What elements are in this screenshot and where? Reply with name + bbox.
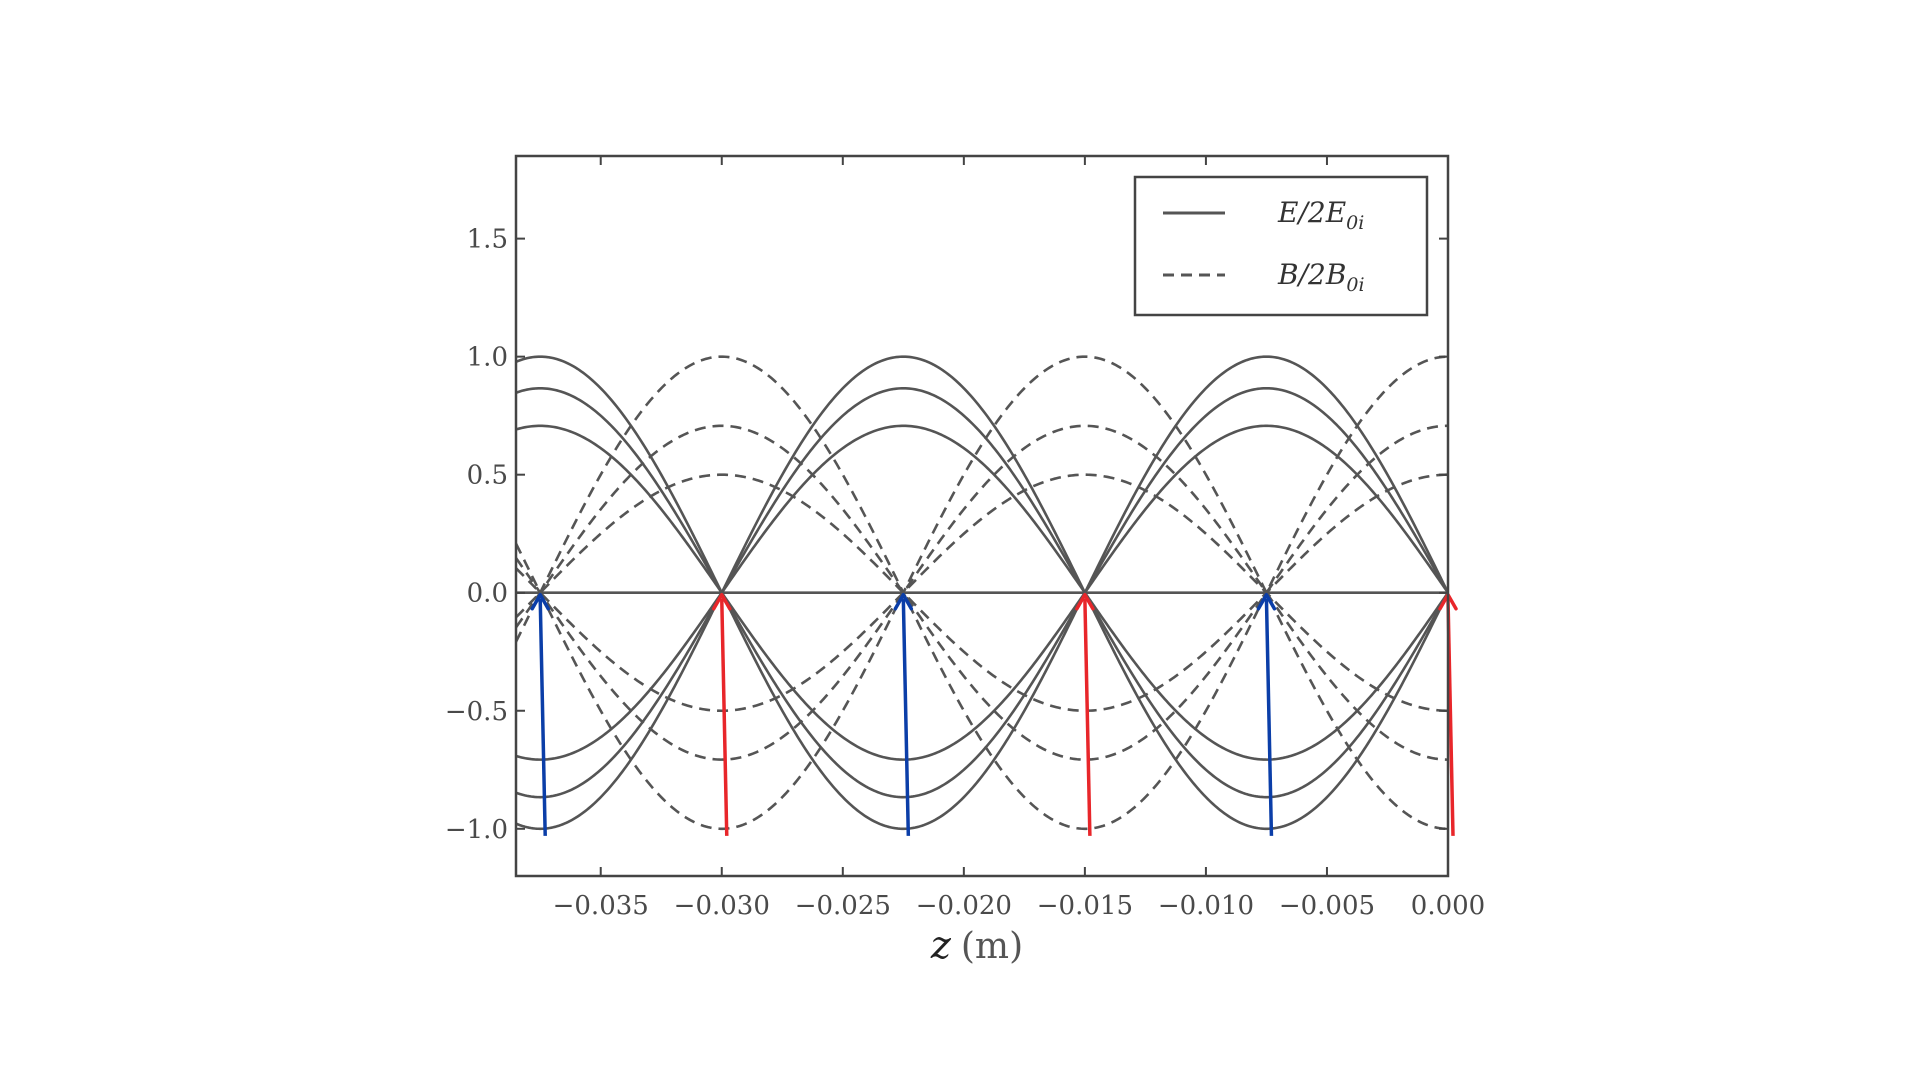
marker-arrow-1	[712, 592, 732, 836]
marker-arrow-4	[1256, 592, 1277, 836]
marker-arrow-head	[530, 592, 550, 611]
x-tick-label: −0.020	[916, 891, 1012, 921]
e-field-curve-1	[516, 386, 1448, 799]
x-tick-label: −0.025	[795, 891, 891, 921]
y-tick-label: −1.0	[445, 815, 508, 845]
y-tick-label: 1.5	[467, 225, 508, 255]
e-field-curve-2	[516, 424, 1448, 761]
marker-arrow-shaft	[720, 598, 729, 836]
marker-arrow-head	[1075, 592, 1095, 611]
curve-group	[516, 355, 1448, 831]
x-tick-label: −0.005	[1279, 891, 1375, 921]
legend-entry-e: E/2E0i	[1277, 196, 1364, 234]
e-field-curve-4	[516, 424, 1448, 761]
e-field-curve-5	[516, 386, 1448, 799]
e-field-curve-6	[516, 355, 1448, 831]
y-tick-label: −0.5	[445, 697, 508, 727]
b-field-curve-5	[516, 355, 1448, 831]
b-field-curve-1	[516, 424, 1448, 761]
tick-group: −0.035 −0.030 −0.025 −0.020 −0.015 −0.010 −0.0…	[445, 156, 1485, 921]
marker-arrow-head	[893, 592, 914, 611]
b-field-curve-2	[516, 473, 1448, 713]
x-axis-label: z (m)	[930, 923, 1023, 967]
marker-arrow-group	[530, 592, 1458, 836]
marker-arrow-head	[1256, 592, 1277, 611]
y-tick-label: 1.0	[467, 343, 508, 373]
y-tick-label: 0.0	[467, 579, 508, 609]
b-field-curve-4	[516, 424, 1448, 761]
x-tick-label: −0.030	[674, 891, 770, 921]
marker-arrow-3	[1075, 592, 1095, 836]
x-tick-label: −0.010	[1158, 891, 1254, 921]
y-tick-label: 0.5	[467, 461, 508, 491]
x-tick-label: −0.035	[553, 891, 649, 921]
marker-arrow-shaft	[1083, 598, 1092, 836]
marker-arrow-head	[712, 592, 732, 611]
legend-box	[1133, 175, 1429, 317]
e-field-curve-0	[516, 355, 1448, 831]
marker-arrow-shaft	[538, 598, 547, 836]
x-tick-label: 0.000	[1411, 891, 1485, 921]
legend-entry-b: B/2B0i	[1277, 258, 1365, 296]
plot-frame	[514, 154, 1450, 878]
marker-arrow-2	[893, 592, 914, 836]
marker-arrow-0	[530, 592, 550, 836]
x-tick-label: −0.015	[1037, 891, 1133, 921]
legend: E/2E0i B/2B0i	[1133, 175, 1429, 317]
b-field-curve-0	[516, 355, 1448, 831]
marker-arrow-shaft	[1264, 598, 1274, 836]
b-field-curve-3	[516, 473, 1448, 713]
marker-arrow-shaft	[901, 598, 911, 836]
